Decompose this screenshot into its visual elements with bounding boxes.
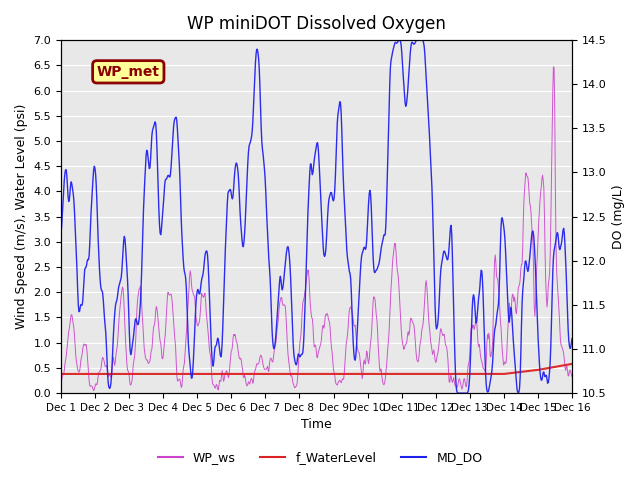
X-axis label: Time: Time — [301, 419, 332, 432]
Y-axis label: DO (mg/L): DO (mg/L) — [612, 184, 625, 249]
Text: WP_met: WP_met — [97, 65, 160, 79]
Legend: WP_ws, f_WaterLevel, MD_DO: WP_ws, f_WaterLevel, MD_DO — [152, 446, 488, 469]
Title: WP miniDOT Dissolved Oxygen: WP miniDOT Dissolved Oxygen — [187, 15, 446, 33]
Y-axis label: Wind Speed (m/s), Water Level (psi): Wind Speed (m/s), Water Level (psi) — [15, 104, 28, 329]
